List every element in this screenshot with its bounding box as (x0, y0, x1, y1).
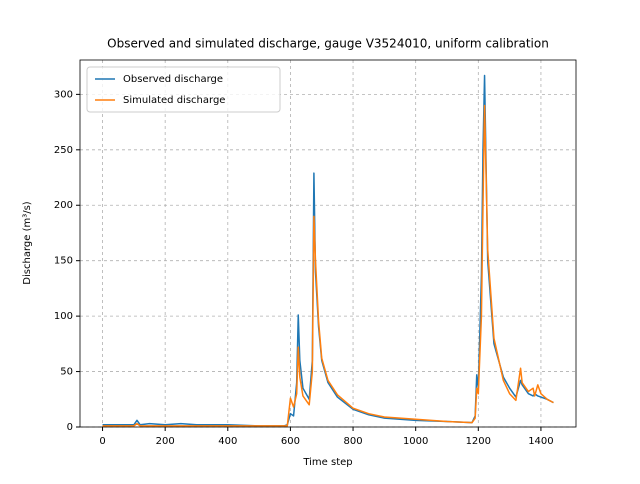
x-tick-label: 0 (99, 436, 105, 447)
x-axis-label: Time step (302, 457, 352, 468)
y-tick-label: 100 (54, 311, 73, 322)
y-tick-label: 150 (54, 256, 73, 267)
data-line (102, 74, 554, 427)
y-tick-label: 300 (54, 89, 73, 100)
y-tick-label: 200 (54, 200, 73, 211)
plot-frame (79, 59, 577, 428)
y-tick-label: 50 (60, 367, 73, 378)
legend-label: Simulated discharge (123, 95, 225, 106)
y-tick-label: 250 (54, 145, 73, 156)
x-tick-label: 1000 (403, 436, 428, 447)
y-tick-label: 0 (67, 422, 73, 433)
x-tick-label: 400 (218, 436, 237, 447)
x-tick-label: 800 (344, 436, 363, 447)
legend-label: Observed discharge (123, 74, 223, 85)
chart-title: Observed and simulated discharge, gauge … (107, 37, 549, 51)
data-line (102, 104, 554, 427)
legend-box (86, 66, 281, 113)
x-tick-label: 1200 (466, 436, 491, 447)
x-tick-label: 200 (156, 436, 175, 447)
x-tick-label: 1400 (528, 436, 553, 447)
x-tick-label: 600 (281, 436, 300, 447)
y-axis-label: Discharge (m³/s) (22, 201, 33, 284)
